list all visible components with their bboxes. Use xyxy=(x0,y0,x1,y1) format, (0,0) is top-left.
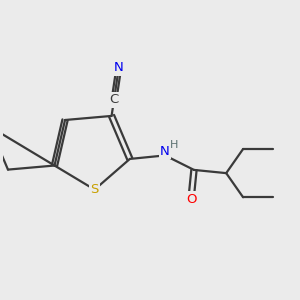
Text: C: C xyxy=(110,93,118,106)
Text: N: N xyxy=(160,145,170,158)
Text: O: O xyxy=(186,193,196,206)
Text: H: H xyxy=(170,140,178,150)
Text: S: S xyxy=(90,183,99,196)
Text: N: N xyxy=(114,61,124,74)
